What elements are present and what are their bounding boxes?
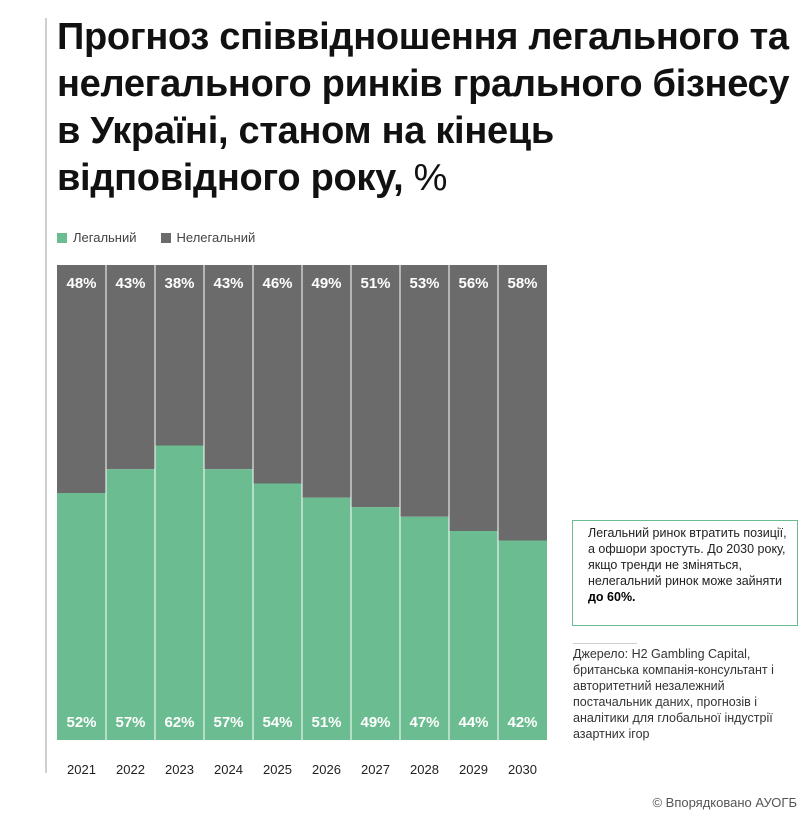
x-tick-label-2030: 2030 [508,762,537,777]
left-rule [45,18,47,773]
x-tick-label-2022: 2022 [116,762,145,777]
data-label-legal-2028: 47% [409,714,439,731]
x-tick-label-2023: 2023 [165,762,194,777]
legend-swatch-legal [57,232,67,243]
data-label-illegal-2024: 43% [213,275,243,292]
bar-legal-2026 [302,497,351,740]
data-label-illegal-2028: 53% [409,275,439,292]
bar-legal-2023 [155,445,204,740]
bar-illegal-2026 [302,265,351,498]
callout-box: Легальний ринок втратить позиції, а офшо… [572,520,798,626]
data-label-illegal-2029: 56% [458,275,488,292]
data-label-illegal-2026: 49% [311,275,341,292]
data-label-illegal-2027: 51% [360,275,390,292]
data-label-illegal-2025: 46% [262,275,292,292]
bar-legal-2025 [253,483,302,740]
x-tick-label-2026: 2026 [312,762,341,777]
bar-illegal-2025 [253,265,302,484]
data-label-illegal-2021: 48% [66,275,96,292]
data-label-legal-2025: 54% [262,714,292,731]
bar-legal-2029 [449,531,498,740]
bar-illegal-2030 [498,265,547,541]
source-divider [573,643,637,644]
bar-legal-2022 [106,469,155,740]
legend: Легальний Нелегальний [57,230,255,245]
bar-legal-2024 [204,469,253,740]
legend-label-legal: Легальний [73,230,137,245]
data-label-illegal-2030: 58% [507,275,537,292]
x-tick-label-2021: 2021 [67,762,96,777]
x-tick-label-2025: 2025 [263,762,292,777]
legend-label-illegal: Нелегальний [176,230,256,245]
bar-illegal-2027 [351,265,400,508]
bar-legal-2030 [498,540,547,740]
bar-illegal-2029 [449,265,498,531]
data-label-legal-2029: 44% [458,714,488,731]
x-tick-label-2029: 2029 [459,762,488,777]
bar-legal-2028 [400,516,449,740]
bar-illegal-2021 [57,265,106,493]
bar-legal-2021 [57,493,106,740]
data-label-legal-2024: 57% [213,714,243,731]
legend-item-legal: Легальний [57,230,137,245]
legend-swatch-illegal [160,232,171,243]
credit: © Впорядковано АУОГБ [652,795,797,810]
data-label-legal-2026: 51% [311,714,341,731]
bar-illegal-2023 [155,265,204,446]
bar-legal-2027 [351,507,400,740]
source-note: Джерело: H2 Gambling Capital, британська… [573,647,774,741]
chart-title-unit: % [413,157,448,199]
data-label-legal-2027: 49% [360,714,390,731]
data-label-legal-2023: 62% [164,714,194,731]
bar-illegal-2022 [106,265,155,470]
callout-text: Легальний ринок втратить позиції, а офшо… [588,526,787,588]
x-tick-label-2027: 2027 [361,762,390,777]
bar-illegal-2028 [400,265,449,517]
data-label-legal-2022: 57% [115,714,145,731]
data-label-illegal-2022: 43% [115,275,145,292]
data-label-legal-2021: 52% [66,714,96,731]
bar-illegal-2024 [204,265,253,470]
data-label-legal-2030: 42% [507,714,537,731]
callout-highlight: до 60%. [588,590,636,604]
x-tick-label-2028: 2028 [410,762,439,777]
data-label-illegal-2023: 38% [164,275,194,292]
legend-item-illegal: Нелегальний [160,230,256,245]
x-tick-label-2024: 2024 [214,762,243,777]
chart-title-text: Прогноз співвідношення легального та нел… [57,16,790,199]
chart-title: Прогноз співвідношення легального та нел… [57,14,797,202]
